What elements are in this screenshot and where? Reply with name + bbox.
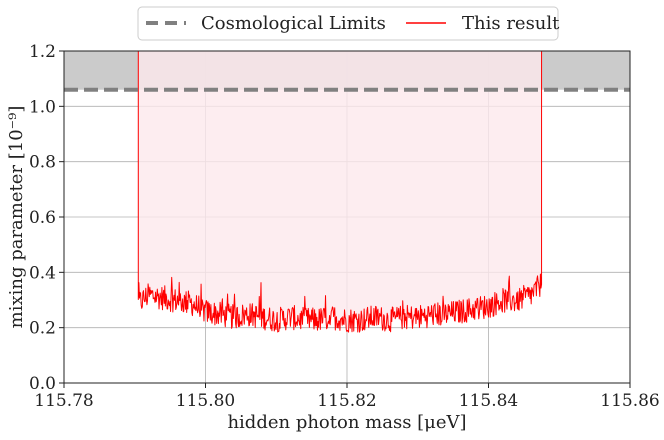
this-result-line <box>137 50 543 333</box>
y-tick-label: 0.0 <box>29 374 56 394</box>
ticks: 115.78 115.80 115.82 115.84 115.86 0.0 0.2 0.4 0… <box>29 42 660 411</box>
legend-label-this-result: This result <box>462 13 560 34</box>
legend-label-cosmological: Cosmological Limits <box>201 13 386 34</box>
y-tick-label: 0.6 <box>29 208 56 228</box>
x-tick-label: 115.86 <box>600 391 659 411</box>
y-tick-label: 0.4 <box>29 263 56 283</box>
y-tick-label: 0.8 <box>29 153 56 173</box>
x-tick-label: 115.80 <box>176 391 235 411</box>
x-axis-title: hidden photon mass [μeV] <box>227 412 466 433</box>
legend-frame <box>137 6 559 41</box>
x-tick-label: 115.78 <box>34 391 93 411</box>
y-tick-label: 1.0 <box>29 97 56 117</box>
y-axis-title: mixing parameter [10⁻⁹] <box>6 106 27 329</box>
y-tick-label: 0.2 <box>29 319 56 339</box>
plot-area <box>63 50 631 384</box>
x-tick-label: 115.82 <box>317 391 376 411</box>
x-tick-label: 115.84 <box>459 391 518 411</box>
excluded-region-fill <box>138 51 542 333</box>
y-tick-label: 1.2 <box>29 42 56 62</box>
legend: Cosmological Limits This result <box>137 6 560 41</box>
